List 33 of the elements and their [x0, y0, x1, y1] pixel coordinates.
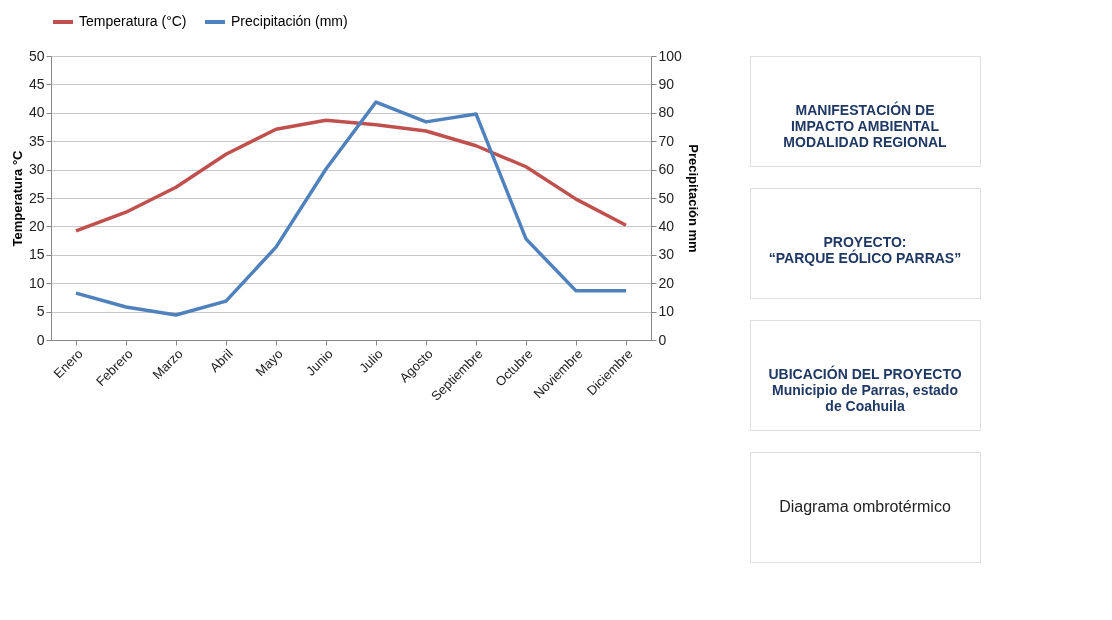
- y-tick-label: 25: [28, 189, 45, 206]
- y2-axis-title: Precipitación mm: [685, 144, 701, 253]
- y-tick-label: 45: [28, 75, 45, 92]
- y2-tick-label: 40: [658, 217, 675, 234]
- y2-tick-label: 60: [658, 161, 675, 178]
- y-tick-label: 10: [28, 274, 45, 291]
- legend-label: Precipitación (mm): [231, 13, 348, 29]
- text: PROYECTO: “PARQUE EÓLICO PARRAS”: [768, 234, 962, 266]
- y-tick-label: 35: [28, 132, 45, 149]
- y2-tick-label: 80: [658, 104, 675, 121]
- y2-tick-label: 0: [658, 331, 667, 348]
- y2-tick-label: 90: [658, 75, 675, 92]
- text: MANIFESTACIÓN DE IMPACTO AMBIENTAL MODALIDAD REGIONAL: [783, 101, 948, 150]
- legend-label: Temperatura (°C): [79, 13, 187, 29]
- y2-tick-label: 30: [658, 246, 675, 263]
- line-series: [74, 118, 628, 233]
- y-axis-title: Temperatura °C: [9, 149, 25, 247]
- text: Diagrama ombrotérmico: [779, 498, 951, 515]
- y-tick-label: 30: [28, 161, 45, 178]
- y-tick-label: 50: [28, 47, 45, 64]
- y-tick-label: 5: [36, 303, 45, 320]
- y2-tick-label: 70: [658, 132, 675, 149]
- y-tick-label: 40: [28, 104, 45, 121]
- text: UBICACIÓN DEL PROYECTO Municipio de Parras, estado de Coahuila: [768, 365, 962, 414]
- y-tick-label: 0: [36, 331, 45, 348]
- y2-tick-label: 50: [658, 189, 675, 206]
- y2-tick-label: 20: [658, 274, 675, 291]
- y-tick-label: 15: [28, 246, 45, 263]
- y2-tick-label: 100: [658, 47, 683, 64]
- y-tick-label: 20: [28, 217, 45, 234]
- y2-tick-label: 10: [658, 303, 675, 320]
- x-tick-label: Julio: [356, 346, 386, 376]
- line-series: [74, 100, 628, 317]
